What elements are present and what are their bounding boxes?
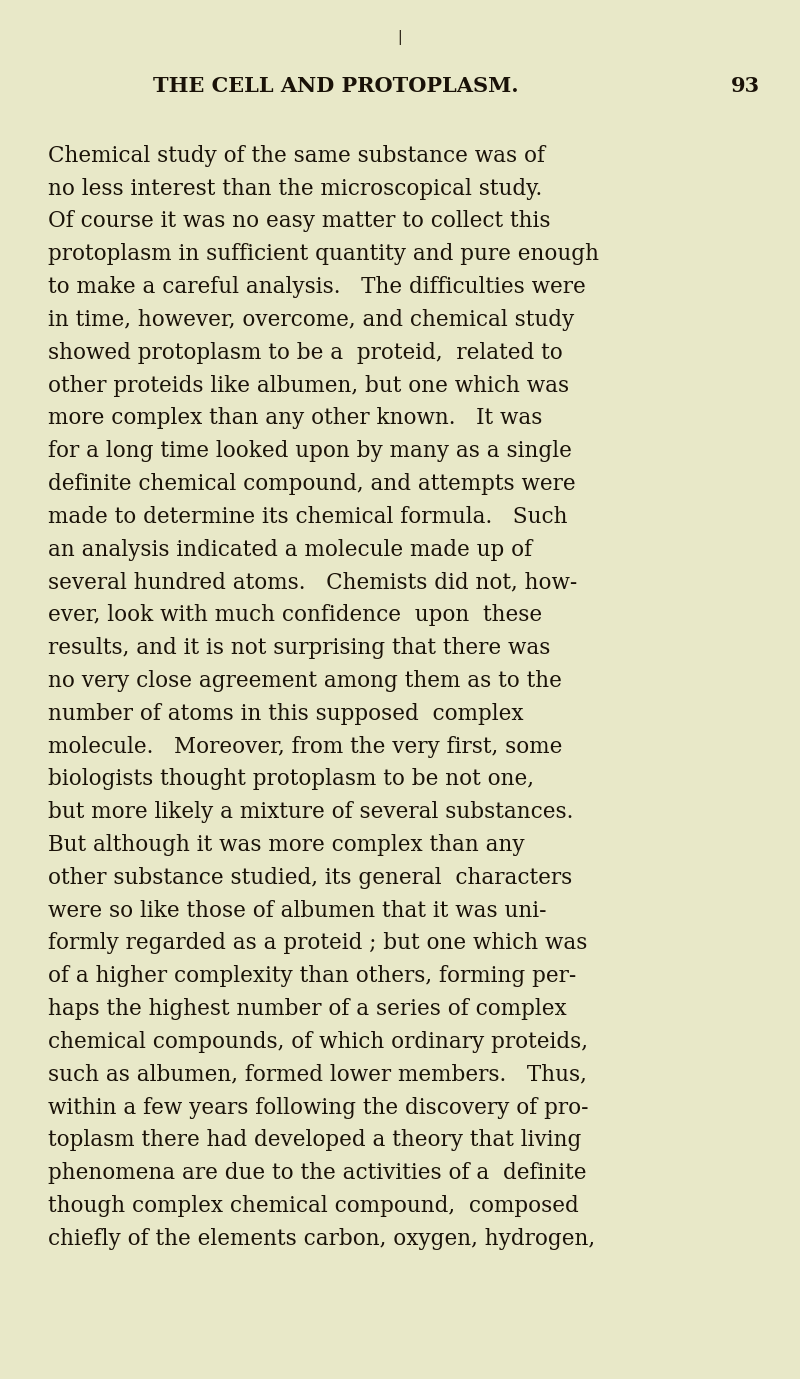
Text: made to determine its chemical formula.   Such: made to determine its chemical formula. …	[48, 506, 567, 528]
Text: no less interest than the microscopical study.: no less interest than the microscopical …	[48, 178, 542, 200]
Text: in time, however, overcome, and chemical study: in time, however, overcome, and chemical…	[48, 309, 574, 331]
Text: biologists thought protoplasm to be not one,: biologists thought protoplasm to be not …	[48, 768, 534, 790]
Text: of a higher complexity than others, forming per-: of a higher complexity than others, form…	[48, 965, 576, 987]
Text: But although it was more complex than any: But although it was more complex than an…	[48, 834, 525, 856]
Text: |: |	[398, 30, 402, 46]
Text: other substance studied, its general  characters: other substance studied, its general cha…	[48, 867, 572, 889]
Text: toplasm there had developed a theory that living: toplasm there had developed a theory tha…	[48, 1129, 582, 1151]
Text: within a few years following the discovery of pro-: within a few years following the discove…	[48, 1096, 589, 1118]
Text: chiefly of the elements carbon, oxygen, hydrogen,: chiefly of the elements carbon, oxygen, …	[48, 1227, 595, 1249]
Text: more complex than any other known.   It was: more complex than any other known. It wa…	[48, 407, 542, 429]
Text: ever, look with much confidence  upon  these: ever, look with much confidence upon the…	[48, 604, 542, 626]
Text: several hundred atoms.   Chemists did not, how-: several hundred atoms. Chemists did not,…	[48, 571, 578, 593]
Text: 93: 93	[731, 76, 760, 97]
Text: no very close agreement among them as to the: no very close agreement among them as to…	[48, 670, 562, 692]
Text: haps the highest number of a series of complex: haps the highest number of a series of c…	[48, 998, 566, 1020]
Text: but more likely a mixture of several substances.: but more likely a mixture of several sub…	[48, 801, 574, 823]
Text: number of atoms in this supposed  complex: number of atoms in this supposed complex	[48, 703, 523, 725]
Text: though complex chemical compound,  composed: though complex chemical compound, compos…	[48, 1196, 578, 1218]
Text: formly regarded as a proteid ; but one which was: formly regarded as a proteid ; but one w…	[48, 932, 587, 954]
Text: protoplasm in sufficient quantity and pure enough: protoplasm in sufficient quantity and pu…	[48, 243, 599, 265]
Text: showed protoplasm to be a  proteid,  related to: showed protoplasm to be a proteid, relat…	[48, 342, 562, 364]
Text: for a long time looked upon by many as a single: for a long time looked upon by many as a…	[48, 440, 572, 462]
Text: THE CELL AND PROTOPLASM.: THE CELL AND PROTOPLASM.	[153, 76, 519, 97]
Text: chemical compounds, of which ordinary proteids,: chemical compounds, of which ordinary pr…	[48, 1031, 588, 1054]
Text: molecule.   Moreover, from the very first, some: molecule. Moreover, from the very first,…	[48, 735, 562, 757]
Text: Of course it was no easy matter to collect this: Of course it was no easy matter to colle…	[48, 211, 550, 233]
Text: such as albumen, formed lower members.   Thus,: such as albumen, formed lower members. T…	[48, 1063, 587, 1085]
Text: were so like those of albumen that it was uni-: were so like those of albumen that it wa…	[48, 899, 546, 921]
Text: an analysis indicated a molecule made up of: an analysis indicated a molecule made up…	[48, 539, 532, 561]
Text: definite chemical compound, and attempts were: definite chemical compound, and attempts…	[48, 473, 576, 495]
Text: results, and it is not surprising that there was: results, and it is not surprising that t…	[48, 637, 550, 659]
Text: Chemical study of the same substance was of: Chemical study of the same substance was…	[48, 145, 545, 167]
Text: to make a careful analysis.   The difficulties were: to make a careful analysis. The difficul…	[48, 276, 586, 298]
Text: phenomena are due to the activities of a  definite: phenomena are due to the activities of a…	[48, 1162, 586, 1185]
Text: other proteids like albumen, but one which was: other proteids like albumen, but one whi…	[48, 375, 569, 397]
